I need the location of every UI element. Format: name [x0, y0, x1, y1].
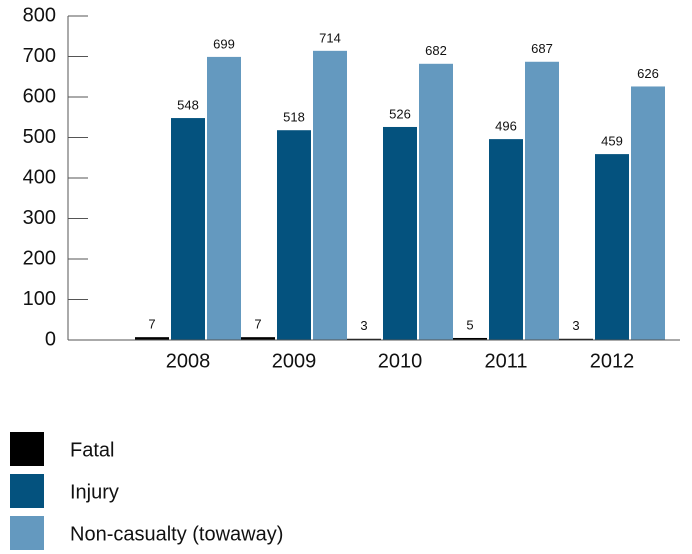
bar: [489, 139, 523, 340]
bar: [241, 337, 275, 340]
value-label: 548: [177, 97, 199, 112]
legend-label: Injury: [70, 481, 119, 503]
value-label: 526: [389, 106, 411, 121]
y-tick-label: 800: [23, 4, 56, 26]
value-label: 496: [495, 119, 517, 134]
y-tick-label: 300: [23, 207, 56, 229]
bar: [347, 338, 381, 340]
value-label: 687: [531, 41, 553, 56]
bar: [595, 154, 629, 340]
bar: [525, 61, 559, 340]
bar: [559, 338, 593, 340]
value-label: 518: [283, 110, 305, 125]
value-label: 699: [213, 36, 235, 51]
bar: [171, 118, 205, 340]
bar: [135, 337, 169, 340]
legend-swatch: [10, 474, 44, 508]
y-tick-label: 200: [23, 247, 56, 269]
bar: [383, 126, 417, 340]
x-tick-label: 2008: [166, 350, 211, 372]
bar: [277, 130, 311, 340]
bar: [419, 63, 453, 340]
y-tick-label: 700: [23, 45, 56, 67]
bar: [453, 337, 487, 340]
y-tick-label: 500: [23, 126, 56, 148]
value-label: 459: [601, 134, 623, 149]
bar: [313, 50, 347, 340]
y-tick-label: 600: [23, 85, 56, 107]
value-label: 5: [466, 317, 473, 332]
legend-swatch: [10, 516, 44, 550]
y-tick-label: 400: [23, 166, 56, 188]
value-label: 7: [254, 317, 261, 332]
y-tick-label: 0: [45, 328, 56, 350]
value-label: 3: [572, 318, 579, 333]
legend-swatch: [10, 432, 44, 466]
y-tick-label: 100: [23, 288, 56, 310]
bar: [207, 56, 241, 340]
value-label: 3: [360, 318, 367, 333]
x-tick-label: 2012: [590, 350, 635, 372]
legend-label: Fatal: [70, 439, 114, 461]
x-tick-label: 2010: [378, 350, 423, 372]
x-tick-label: 2009: [272, 350, 317, 372]
legend-label: Non-casualty (towaway): [70, 523, 283, 545]
x-tick-label: 2011: [484, 350, 527, 372]
value-label: 626: [637, 66, 659, 81]
value-label: 682: [425, 43, 447, 58]
bar: [631, 86, 665, 340]
value-label: 7: [148, 317, 155, 332]
value-label: 714: [319, 30, 341, 45]
